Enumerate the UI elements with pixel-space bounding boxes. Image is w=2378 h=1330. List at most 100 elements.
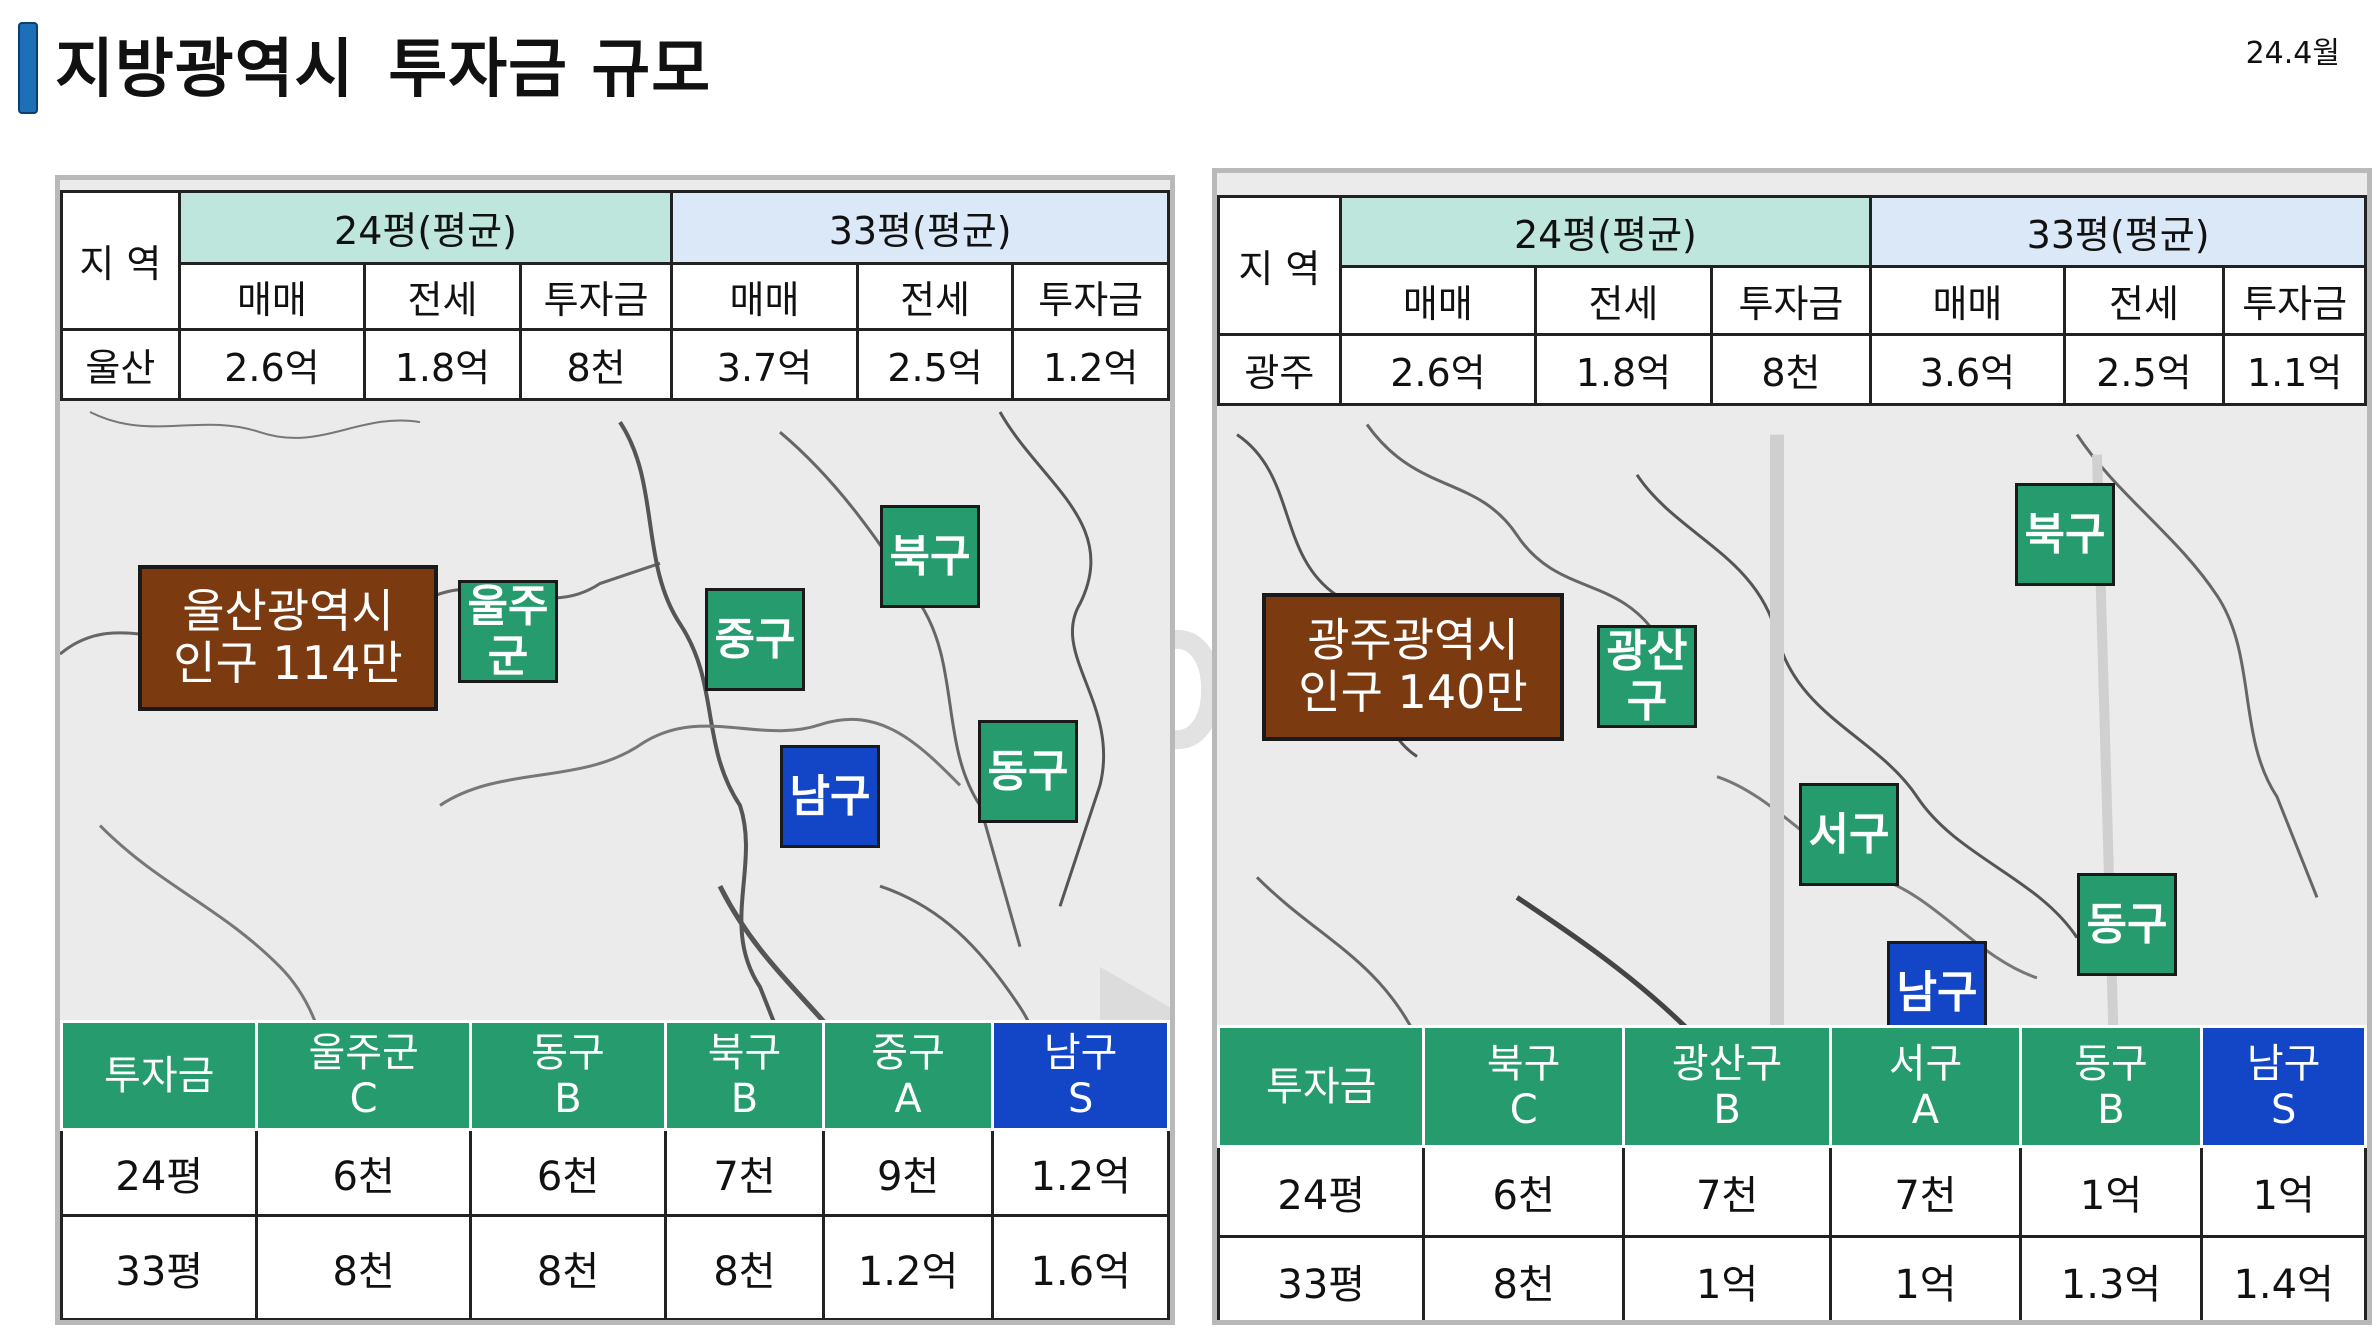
table-cell: 6천 — [468, 1128, 668, 1217]
region-header: 지 역 — [60, 190, 181, 331]
table-row: 33평 8천 1억 1억 1.3억 1.4억 — [1217, 1235, 2367, 1320]
table-cell: 3.7억 — [670, 328, 859, 401]
header-grade: S — [1067, 1075, 1094, 1122]
table-cell: 1.2억 — [821, 1214, 995, 1320]
table-cell: 1.1억 — [2222, 333, 2367, 406]
city-population: 인구 114만 — [173, 636, 403, 690]
col-header: 전세 — [1534, 265, 1713, 336]
header-name: 광산구 — [1671, 1040, 1783, 1087]
table-row: 24평 6천 6천 7천 9천 1.2억 — [60, 1128, 1170, 1217]
ulsan-panel: 지 역 24평(평균) 33평(평균) 매매 전세 투자금 매매 전세 투자금 … — [55, 175, 1175, 1325]
header-name: 북구 — [707, 1029, 782, 1076]
region-name: 광주 — [1217, 333, 1342, 406]
district-nam-label: 남구 — [780, 745, 880, 848]
row-label: 33평 — [60, 1214, 259, 1320]
table-cell: 1억 — [1621, 1235, 1833, 1320]
gwangju-investment-table: 투자금 북구 C 광산구 B 서구 A 동구 B 남구 S 24평 6천 7천 7천 1억… — [1217, 1025, 2367, 1320]
row-label: 24평 — [1217, 1145, 1426, 1238]
district-name: 군 — [487, 630, 529, 682]
district-ulju-label: 울주 군 — [458, 580, 558, 683]
district-header-dong: 동구 B — [468, 1020, 668, 1131]
header-grade: B — [554, 1075, 582, 1122]
table-cell: 1.2억 — [991, 1128, 1170, 1217]
ulsan-investment-table: 투자금 울주군 C 동구 B 북구 B 중구 A 남구 S 24평 6천 6천 7천 9천… — [60, 1020, 1170, 1320]
region-name: 울산 — [60, 328, 181, 401]
table-row: 24평 6천 7천 7천 1억 1억 — [1217, 1145, 2367, 1238]
table-cell: 1억 — [1829, 1235, 2022, 1320]
ulsan-price-table: 지 역 24평(평균) 33평(평균) 매매 전세 투자금 매매 전세 투자금 … — [60, 190, 1170, 401]
header-grade: C — [349, 1075, 378, 1122]
district-gwangsan-label: 광산 구 — [1597, 625, 1697, 728]
header-name: 동구 — [2074, 1040, 2148, 1087]
table-cell: 1.6억 — [991, 1214, 1170, 1320]
header-grade: B — [2097, 1086, 2125, 1133]
district-header-buk: 북구 B — [664, 1020, 825, 1131]
header-name: 동구 — [531, 1029, 605, 1076]
table-cell: 8천 — [255, 1214, 472, 1320]
group-33-header: 33평(평균) — [670, 190, 1170, 265]
col-header: 매매 — [177, 262, 367, 331]
header-name: 서구 — [1888, 1040, 1963, 1087]
table-cell: 7천 — [1829, 1145, 2022, 1238]
district-dong-label: 동구 — [978, 720, 1078, 823]
table-cell: 1억 — [2018, 1145, 2204, 1238]
gwangju-city-label: 광주광역시 인구 140만 — [1262, 593, 1564, 741]
city-population: 인구 140만 — [1298, 665, 1528, 719]
header-grade: A — [1911, 1086, 1940, 1133]
row-label: 24평 — [60, 1128, 259, 1217]
table-cell: 2.6억 — [1338, 333, 1538, 406]
header-grade: S — [2270, 1086, 2297, 1133]
city-name: 광주광역시 — [1307, 613, 1519, 668]
table-cell: 6천 — [255, 1128, 472, 1217]
district-header-gwangsan: 광산구 B — [1621, 1025, 1833, 1148]
table-cell: 2.5억 — [855, 328, 1015, 401]
col-header: 매매 — [1338, 265, 1538, 336]
row-label: 33평 — [1217, 1235, 1426, 1320]
ulsan-city-label: 울산광역시 인구 114만 — [138, 565, 438, 711]
header-name: 북구 — [1486, 1040, 1561, 1087]
table-cell: 8천 — [1422, 1235, 1625, 1320]
table-cell: 8천 — [518, 328, 674, 401]
col-header: 투자금 — [1709, 265, 1873, 336]
region-header: 지 역 — [1217, 195, 1342, 336]
header-grade: B — [1713, 1086, 1741, 1133]
district-name: 구 — [1626, 675, 1668, 727]
table-cell: 1.2억 — [1011, 328, 1170, 401]
district-header-nam: 남구 S — [991, 1020, 1170, 1131]
district-header-ulju: 울주군 C — [255, 1020, 472, 1131]
district-seo-label: 서구 — [1799, 783, 1899, 886]
district-dong-label: 동구 — [2077, 873, 2177, 976]
district-header-seo: 서구 A — [1829, 1025, 2022, 1148]
table-cell: 7천 — [1621, 1145, 1833, 1238]
table-cell: 8천 — [468, 1214, 668, 1320]
header-name: 울주군 — [308, 1029, 419, 1076]
col-header: 전세 — [855, 262, 1015, 331]
page-title: 지방광역시 투자금 규모 — [55, 18, 711, 110]
district-name: 광산 — [1606, 626, 1688, 678]
table-cell: 1.3억 — [2018, 1235, 2204, 1320]
header-name: 남구 — [2246, 1040, 2321, 1087]
table-cell: 1.8억 — [363, 328, 522, 401]
col-header: 투자금 — [518, 262, 674, 331]
col-header: 매매 — [670, 262, 859, 331]
header-name: 남구 — [1043, 1029, 1118, 1076]
group-33-header: 33평(평균) — [1869, 195, 2367, 268]
district-buk-label: 북구 — [2015, 483, 2115, 586]
table-cell: 6천 — [1422, 1145, 1625, 1238]
gwangju-price-table: 지 역 24평(평균) 33평(평균) 매매 전세 투자금 매매 전세 투자금 … — [1217, 195, 2367, 406]
district-header-dong: 동구 B — [2018, 1025, 2204, 1148]
col-header: 전세 — [363, 262, 522, 331]
group-24-header: 24평(평균) — [1338, 195, 1873, 268]
table-cell: 1.4억 — [2200, 1235, 2367, 1320]
district-header-nam: 남구 S — [2200, 1025, 2367, 1148]
table-row: 33평 8천 8천 8천 1.2억 1.6억 — [60, 1214, 1170, 1320]
title-part2: 투자금 규모 — [388, 33, 712, 107]
district-jung-label: 중구 — [705, 588, 805, 691]
header-grade: C — [1509, 1086, 1538, 1133]
table-cell: 8천 — [664, 1214, 825, 1320]
table-cell: 8천 — [1709, 333, 1873, 406]
col-header: 투자금 — [2222, 265, 2367, 336]
title-accent-bar — [18, 22, 38, 114]
header-name: 중구 — [871, 1029, 945, 1076]
district-name: 울주 — [467, 581, 549, 633]
